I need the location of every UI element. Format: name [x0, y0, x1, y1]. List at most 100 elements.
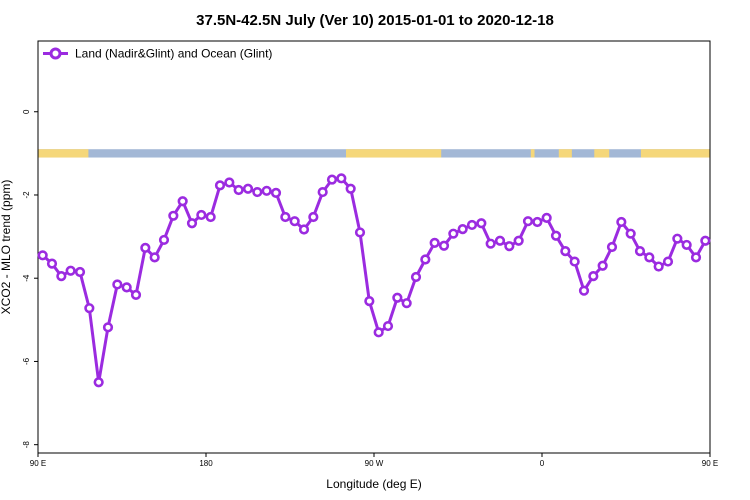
data-point: [224, 177, 235, 188]
series-layer: [37, 173, 711, 388]
data-point: [149, 252, 160, 263]
data-point: [364, 296, 375, 307]
data-point: [690, 252, 702, 263]
data-point: [382, 320, 394, 332]
data-point: [476, 218, 487, 229]
data-point: [37, 250, 48, 261]
data-point: [326, 174, 338, 185]
data-point: [597, 260, 608, 271]
data-point: [56, 271, 67, 282]
data-point: [242, 183, 254, 194]
y-axis-label: XCO2 - MLO trend (ppm): [0, 180, 13, 315]
data-point: [196, 209, 207, 221]
data-point: [513, 235, 524, 246]
x-tick-label: 180: [199, 459, 213, 468]
data-point: [662, 256, 674, 267]
data-point: [214, 180, 226, 191]
x-tick-label: 90 E: [30, 459, 46, 468]
data-point: [270, 187, 282, 198]
data-point: [354, 227, 366, 238]
data-point: [102, 322, 114, 333]
land-band-segment: [38, 149, 89, 158]
series-line: [41, 176, 707, 384]
chart-title: 37.5N-42.5N July (Ver 10) 2015-01-01 to …: [196, 12, 554, 29]
data-point: [606, 241, 618, 253]
data-point: [457, 224, 468, 235]
data-point: [392, 292, 403, 303]
land-band-segment: [640, 149, 710, 158]
data-point: [46, 258, 58, 269]
data-point: [158, 234, 170, 246]
data-point: [93, 377, 104, 388]
data-point: [298, 224, 310, 235]
data-point: [616, 216, 627, 228]
data-point: [186, 218, 198, 229]
data-point: [317, 186, 328, 198]
data-point: [289, 216, 300, 227]
legend-marker: [49, 47, 62, 60]
land-band-segment: [530, 149, 535, 158]
data-point: [634, 246, 646, 257]
data-point: [121, 282, 132, 293]
x-tick-label: 0: [540, 459, 545, 468]
data-point: [233, 184, 244, 196]
land-band-segment: [558, 149, 572, 158]
data-point: [438, 240, 450, 251]
land-ocean-band: [38, 149, 710, 158]
data-point: [550, 230, 562, 241]
data-point: [569, 256, 580, 267]
data-point: [485, 238, 496, 249]
data-point: [140, 242, 151, 253]
data-point: [672, 233, 683, 244]
data-point: [448, 228, 459, 239]
data-point: [252, 186, 263, 198]
x-axis: 90 E 180 90 W 0 90 E: [30, 453, 718, 468]
x-tick-label: 90 W: [365, 459, 384, 468]
data-point: [588, 271, 599, 282]
data-point: [373, 327, 384, 338]
data-point: [504, 241, 515, 252]
data-point: [65, 265, 76, 276]
y-tick-label: 0: [22, 109, 31, 114]
data-point: [625, 228, 636, 239]
data-point: [541, 212, 552, 223]
data-point: [429, 237, 440, 248]
data-point: [280, 211, 291, 223]
data-point: [168, 210, 179, 221]
data-point: [261, 185, 272, 196]
data-point: [560, 246, 571, 257]
x-axis-label: Longitude (deg E): [326, 477, 421, 491]
data-point: [130, 289, 142, 300]
land-band-segment: [346, 149, 442, 158]
data-point: [308, 211, 319, 223]
data-point: [177, 196, 188, 207]
data-point: [522, 216, 534, 227]
data-point: [205, 211, 216, 223]
data-point: [401, 298, 412, 309]
y-tick-label: -2: [22, 191, 31, 199]
legend: Land (Nadir&Glint) and Ocean (Glint): [43, 47, 272, 61]
land-band-segment: [594, 149, 610, 158]
data-point: [420, 254, 431, 265]
data-point: [345, 183, 356, 194]
legend-label: Land (Nadir&Glint) and Ocean (Glint): [75, 47, 272, 61]
data-point: [700, 235, 711, 246]
data-point: [112, 279, 123, 290]
x-tick-label: 90 E: [702, 459, 718, 468]
data-point: [84, 303, 95, 314]
data-point: [532, 216, 543, 228]
data-point: [578, 285, 590, 296]
data-point: [644, 252, 655, 263]
data-point: [466, 219, 478, 231]
data-point: [336, 173, 347, 184]
data-point: [410, 271, 422, 283]
y-axis: 0 -2 -4 -6 -8: [22, 109, 38, 448]
data-point: [494, 235, 506, 246]
y-tick-label: -6: [22, 357, 31, 365]
y-tick-label: -8: [22, 441, 31, 449]
y-tick-label: -4: [22, 274, 31, 282]
data-point: [653, 261, 664, 272]
data-point: [74, 266, 86, 278]
data-point: [681, 239, 692, 251]
